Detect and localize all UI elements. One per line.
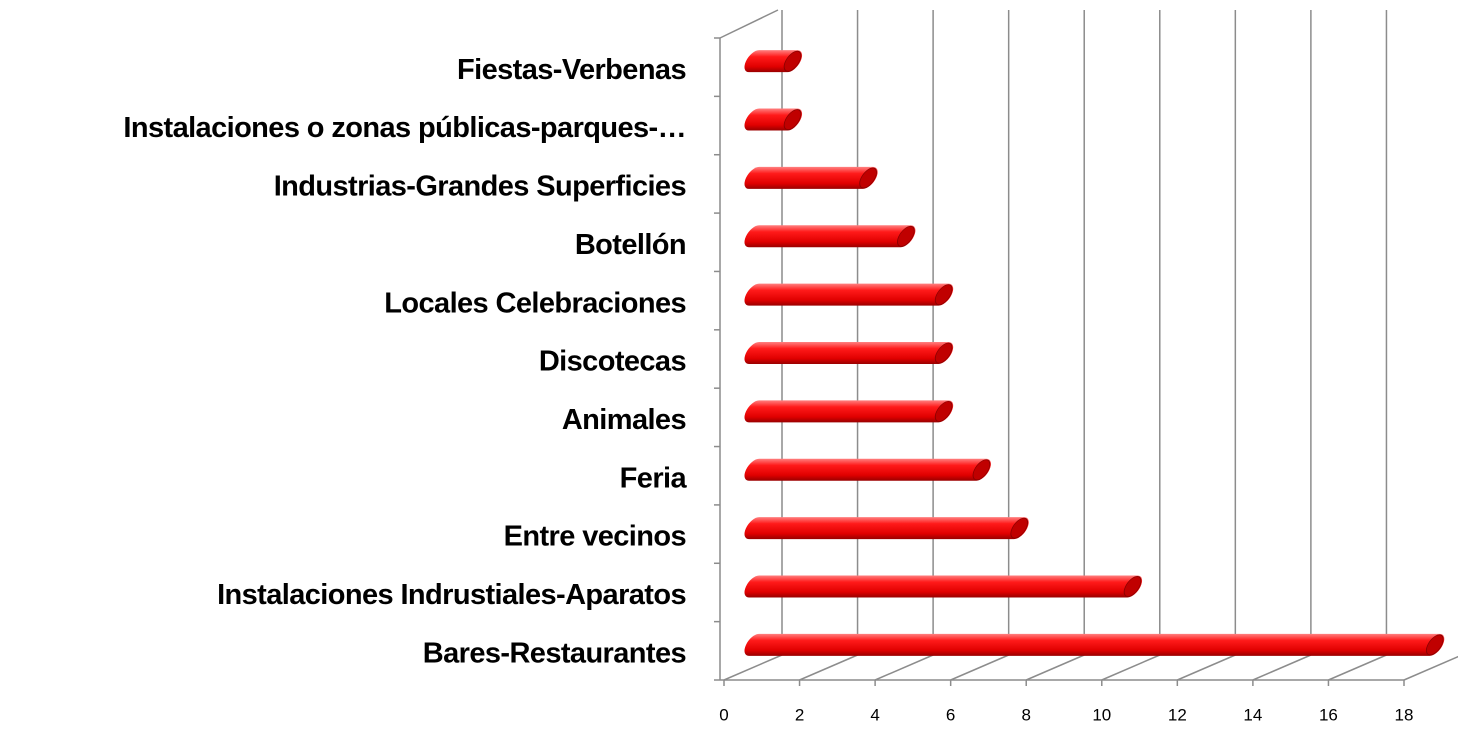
bar-cap bbox=[934, 342, 953, 364]
bar-cap bbox=[934, 400, 953, 422]
floor-line bbox=[1252, 654, 1312, 681]
bar-cap bbox=[1123, 576, 1142, 597]
bar bbox=[744, 575, 1143, 598]
bar bbox=[744, 166, 878, 189]
y-tick-label: Botellón bbox=[575, 229, 686, 261]
floor-line bbox=[1177, 654, 1236, 681]
x-tick-label: 18 bbox=[1395, 705, 1414, 724]
x-tick-label: 12 bbox=[1168, 705, 1187, 724]
y-tick-label: Animales bbox=[562, 404, 686, 436]
bar-cap bbox=[972, 459, 991, 481]
y-tick-label: Bares-Restaurantes bbox=[423, 637, 686, 669]
floor-line bbox=[799, 654, 858, 681]
floor-line bbox=[1328, 654, 1387, 681]
bar-cap bbox=[783, 109, 802, 130]
bar-cap bbox=[859, 167, 877, 189]
y-tick-label: Industrias-Grandes Superficies bbox=[274, 171, 686, 203]
y-tick-label: Entre vecinos bbox=[504, 521, 686, 553]
bar-body bbox=[744, 517, 1029, 540]
floor-line bbox=[874, 654, 934, 681]
bar bbox=[744, 633, 1445, 656]
bar-body bbox=[744, 283, 954, 306]
x-tick-label: 16 bbox=[1319, 705, 1338, 724]
x-tick-label: 14 bbox=[1243, 705, 1262, 724]
floor-line bbox=[950, 654, 1009, 681]
x-tick-label: 6 bbox=[946, 705, 955, 724]
bar-cap bbox=[1010, 517, 1029, 539]
y-tick-label: Instalaciones o zonas públicas-parques-… bbox=[123, 112, 686, 144]
bar-cap bbox=[783, 50, 802, 72]
x-tick-label: 8 bbox=[1021, 705, 1030, 724]
bar-body bbox=[744, 575, 1143, 598]
x-tick-label: 0 bbox=[719, 705, 728, 724]
bar bbox=[744, 283, 954, 306]
x-tick-label: 4 bbox=[870, 705, 879, 724]
bar-body bbox=[744, 166, 878, 189]
bar bbox=[744, 458, 991, 481]
bar-body bbox=[744, 400, 954, 423]
y-tick-label: Discotecas bbox=[539, 346, 686, 378]
bar bbox=[744, 400, 954, 423]
bar-body bbox=[744, 633, 1445, 656]
bar bbox=[744, 225, 916, 248]
bar-cap bbox=[897, 225, 915, 247]
y-tick-label: Feria bbox=[620, 462, 688, 494]
bar-body bbox=[744, 342, 954, 364]
bars bbox=[744, 50, 1445, 656]
bar bbox=[744, 50, 803, 73]
bar-body bbox=[744, 458, 991, 481]
floor-line bbox=[1403, 655, 1458, 681]
x-tick-label: 2 bbox=[795, 705, 804, 724]
bar-cap bbox=[934, 284, 953, 306]
bar bbox=[744, 108, 803, 131]
bar-cap bbox=[1425, 634, 1444, 656]
bar-body bbox=[744, 225, 916, 248]
bar bbox=[744, 342, 954, 364]
y-tick-label: Fiestas-Verbenas bbox=[457, 54, 686, 86]
floor-line bbox=[723, 654, 783, 681]
y-tick-label: Locales Celebraciones bbox=[384, 287, 686, 319]
bar bbox=[744, 517, 1029, 540]
x-tick-label: 10 bbox=[1092, 705, 1111, 724]
y-tick-label: Instalaciones Indrustiales-Aparatos bbox=[217, 579, 686, 611]
wall-edge bbox=[719, 9, 779, 39]
floor-line bbox=[1025, 654, 1085, 681]
floor-line bbox=[1101, 654, 1161, 681]
